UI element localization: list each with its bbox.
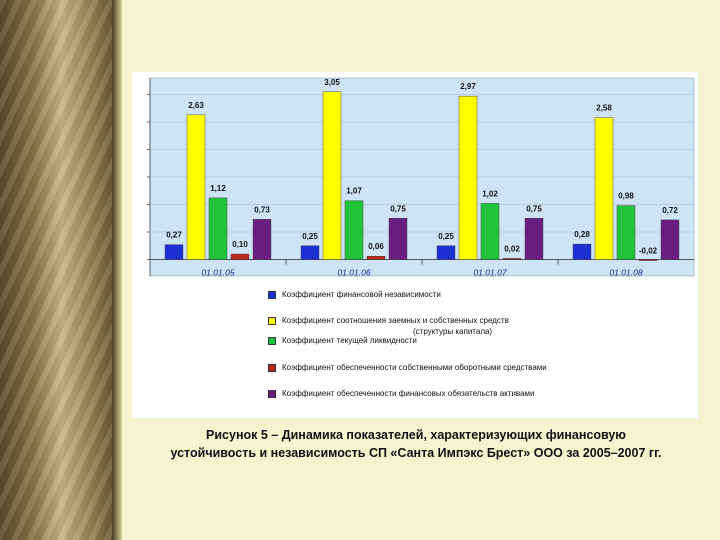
data-label: 0,75 xyxy=(526,204,542,213)
data-label: 0,25 xyxy=(302,232,318,241)
bar xyxy=(436,245,456,260)
data-label: 0,10 xyxy=(232,240,248,249)
data-label: 0,98 xyxy=(618,192,634,201)
chart-panel: 0,27 2,63 1,12 0,10 0,73 01.01.05 0,25 3,05 1,07… xyxy=(132,72,698,418)
bar xyxy=(186,114,206,260)
legend-entry: Коэффициент текущей ликвидности xyxy=(268,336,417,345)
legend-entry: Коэффициент финансовой независимости xyxy=(268,290,441,299)
legend-label-continuation: (структуры капитала) xyxy=(413,327,493,336)
bar xyxy=(366,255,386,260)
bar xyxy=(388,218,408,260)
decorative-side-strip xyxy=(0,0,112,540)
data-label: 0,75 xyxy=(390,204,406,213)
x-tick-label: 01.01.08 xyxy=(609,268,642,278)
decorative-strip-edge xyxy=(112,0,122,540)
legend-label: Коэффициент соотношения заемных и собств… xyxy=(282,316,509,325)
bar xyxy=(300,245,320,260)
bar xyxy=(344,200,364,260)
data-label: 0,02 xyxy=(504,244,520,253)
legend-label: Коэффициент обеспеченности финансовых об… xyxy=(282,389,535,398)
bar xyxy=(458,95,478,260)
legend-entry: Коэффициент обеспеченности финансовых об… xyxy=(268,389,535,398)
data-label: 1,02 xyxy=(482,189,498,198)
data-label: 0,25 xyxy=(438,232,454,241)
x-tick-label: 01.01.07 xyxy=(473,268,506,278)
bar xyxy=(208,197,228,260)
data-label: 0,27 xyxy=(166,231,182,240)
x-tick-label: 01.01.06 xyxy=(337,268,370,278)
bar xyxy=(572,243,592,260)
data-label: 1,07 xyxy=(346,187,362,196)
bar xyxy=(252,219,272,260)
bar xyxy=(502,258,522,260)
legend-swatch xyxy=(268,336,276,345)
bar xyxy=(616,205,636,260)
x-tick-label: 01.01.05 xyxy=(201,268,234,278)
bar xyxy=(322,91,342,260)
data-label: 2,58 xyxy=(596,104,612,113)
caption-line-2: устойчивость и независимость СП «Санта И… xyxy=(170,446,662,460)
legend-entry: Коэффициент обеспеченности собственными … xyxy=(268,363,547,372)
legend-label: Коэффициент обеспеченности собственными … xyxy=(282,363,547,372)
bar xyxy=(638,259,658,261)
legend-swatch xyxy=(268,389,276,398)
legend-label: Коэффициент финансовой независимости xyxy=(282,290,441,299)
bar xyxy=(660,219,680,260)
data-label: 3,05 xyxy=(324,78,340,87)
bar xyxy=(524,218,544,260)
legend-entry: Коэффициент соотношения заемных и собств… xyxy=(268,316,509,325)
legend-label: Коэффициент текущей ликвидности xyxy=(282,336,417,345)
data-label: 0,06 xyxy=(368,242,384,251)
bar xyxy=(230,253,250,260)
caption-line-1: Рисунок 5 – Динамика показателей, характ… xyxy=(206,428,626,442)
legend-swatch xyxy=(268,290,276,299)
bar xyxy=(594,117,614,260)
data-label: 0,28 xyxy=(574,230,590,239)
data-label: 2,63 xyxy=(188,101,204,110)
data-label: 1,12 xyxy=(210,184,226,193)
data-label: -0,02 xyxy=(639,247,658,256)
bar xyxy=(164,244,184,260)
legend-swatch xyxy=(268,316,276,325)
data-label: 2,97 xyxy=(460,82,476,91)
bar xyxy=(480,203,500,260)
figure-caption: Рисунок 5 – Динамика показателей, характ… xyxy=(112,426,720,462)
legend-swatch xyxy=(268,363,276,372)
bar-chart: 0,27 2,63 1,12 0,10 0,73 01.01.05 0,25 3,05 1,07… xyxy=(147,77,695,278)
data-label: 0,73 xyxy=(254,205,270,214)
data-label: 0,72 xyxy=(662,206,678,215)
